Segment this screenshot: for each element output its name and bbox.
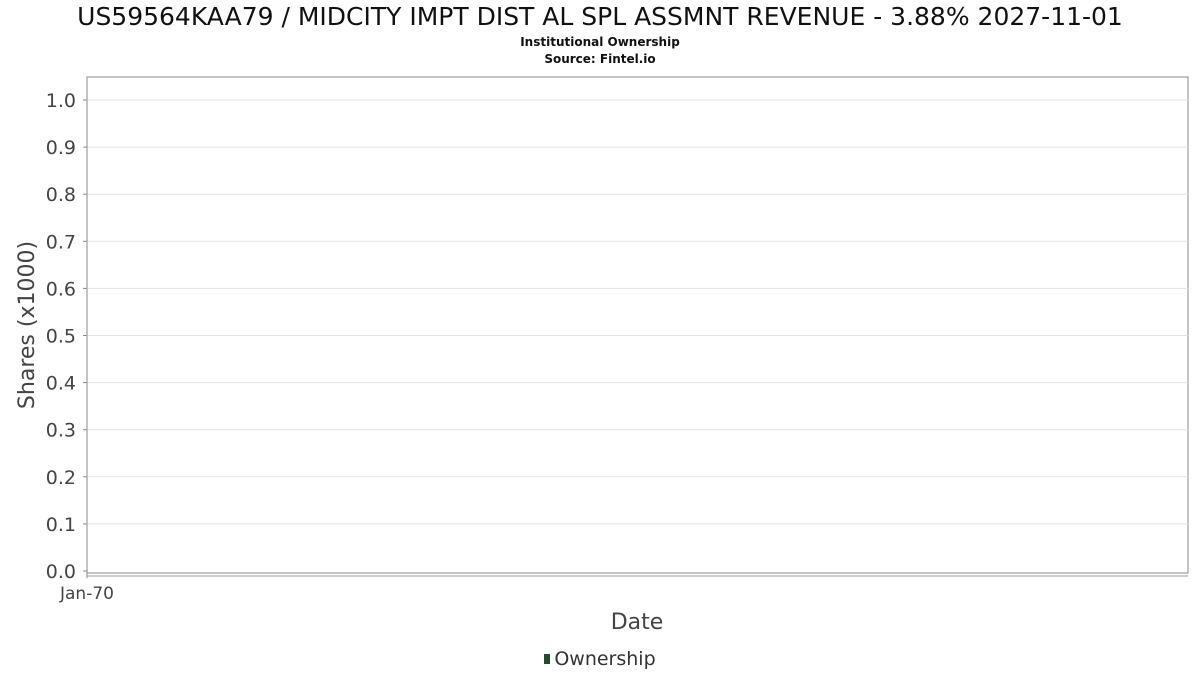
y-tick-label: 0.0 [46,561,76,583]
y-tick-label: 0.5 [46,326,76,348]
grid-lines [88,99,1188,525]
y-tick-label: 0.7 [46,231,76,253]
y-tick-label: 0.3 [46,420,76,442]
plot-area [86,76,1189,574]
y-tick-label: 0.4 [46,373,76,395]
y-axis-ticks: 0.0 0.1 0.2 0.3 0.4 0.5 0.6 0.7 0.8 0.9 1.0 [46,90,87,583]
chart-title: US59564KAA79 / MIDCITY IMPT DIST AL SPL … [77,2,1123,31]
x-tick-label: Jan-70 [59,584,114,604]
chart-subtitle: Institutional Ownership [520,35,680,49]
y-tick-label: 0.2 [46,467,76,489]
x-axis-label: Date [611,610,664,635]
y-axis-label: Shares (x1000) [15,241,40,409]
legend-label-ownership: Ownership [554,648,656,670]
y-tick-label: 1.0 [46,90,76,112]
legend: Ownership [0,648,1200,670]
legend-swatch-ownership [544,654,551,664]
y-tick-label: 0.8 [46,184,76,206]
y-tick-label: 0.9 [46,137,76,159]
y-tick-label: 0.6 [46,278,76,300]
chart-source: Source: Fintel.io [544,52,656,66]
y-tick-label: 0.1 [46,514,76,536]
